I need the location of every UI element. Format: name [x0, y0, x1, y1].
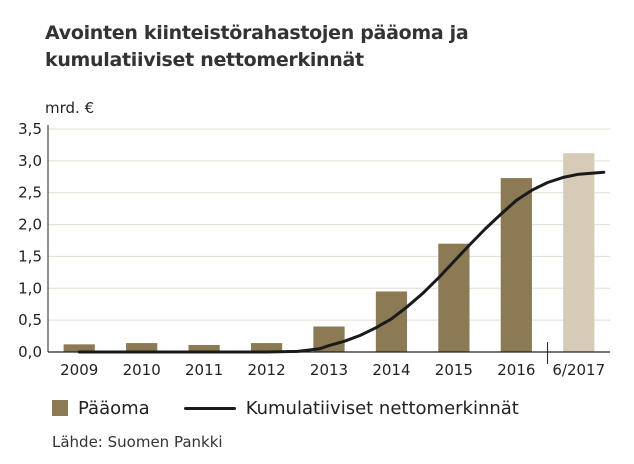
x-tick-label: 2009	[60, 361, 98, 379]
y-tick-label: 2,0	[18, 216, 42, 234]
y-tick-label: 1,5	[18, 247, 42, 265]
y-axis-unit-label: mrd. €	[45, 99, 95, 117]
x-tick-label: 2012	[247, 361, 285, 379]
bar	[63, 344, 95, 352]
chart-legend: Pääoma Kumulatiiviset nettomerkinnät	[52, 396, 519, 420]
legend-swatch-line	[183, 406, 236, 410]
x-tick-label: 2013	[310, 361, 348, 379]
legend-swatch-bar	[52, 400, 68, 416]
y-tick-label: 3,5	[18, 120, 42, 138]
legend-label-bar: Pääoma	[78, 397, 150, 419]
y-tick-label: 0,5	[18, 311, 42, 329]
bar	[126, 343, 158, 352]
x-tick-label: 6/2017	[552, 361, 605, 379]
x-tick-label: 2011	[185, 361, 223, 379]
x-tick-label: 2014	[372, 361, 410, 379]
y-tick-label: 1,0	[18, 279, 42, 297]
bar	[563, 153, 595, 352]
x-tick-label: 2016	[497, 361, 535, 379]
y-tick-label: 2,5	[18, 184, 42, 202]
x-tick-label: 2010	[123, 361, 161, 379]
legend-label-line: Kumulatiiviset nettomerkinnät	[245, 397, 519, 419]
source-note: Lähde: Suomen Pankki	[52, 433, 223, 451]
y-tick-label: 0,0	[18, 343, 42, 361]
bar	[500, 178, 532, 352]
chart-title: Avointen kiinteistörahastojen pääoma ja …	[45, 22, 469, 71]
bar	[375, 291, 408, 352]
series-line-cumulative	[77, 170, 606, 354]
x-tick-label: 2015	[435, 361, 473, 379]
bar	[250, 343, 283, 352]
y-tick-label: 3,0	[18, 152, 42, 170]
bar	[188, 344, 220, 352]
